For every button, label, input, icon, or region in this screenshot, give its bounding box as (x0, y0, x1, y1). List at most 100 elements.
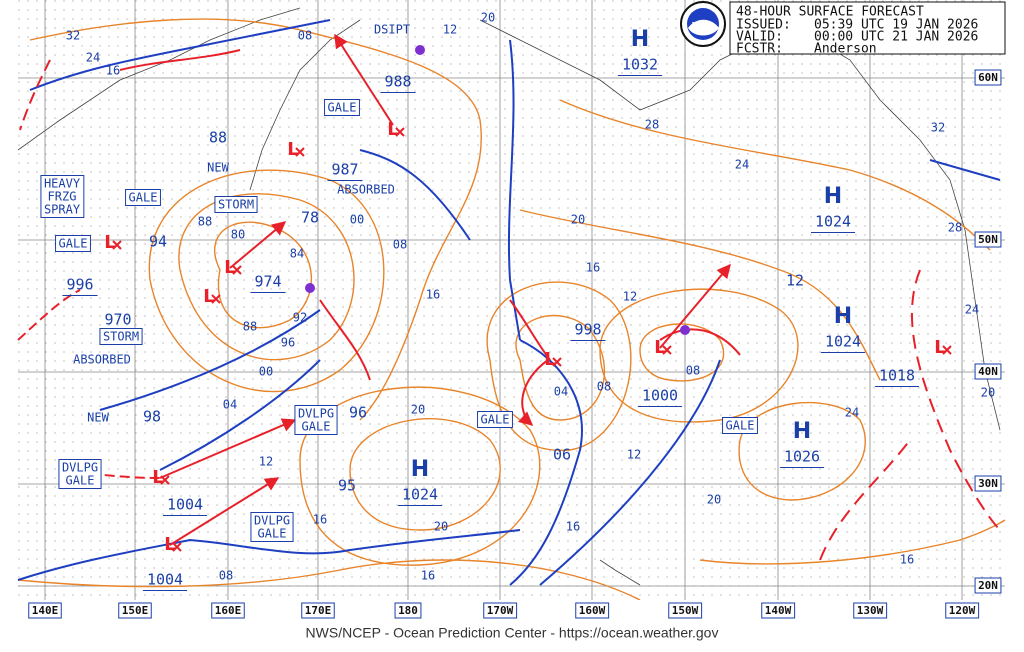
warning-text: GALE (481, 413, 510, 427)
isobar-label: 88 (198, 215, 212, 229)
high-pressure: 1032 (622, 56, 658, 74)
central-value: 95 (338, 477, 356, 495)
occlusion-points (305, 45, 690, 335)
lon-label: 150W (672, 604, 699, 617)
warning-box (40, 175, 85, 218)
isobar-label: 04 (223, 398, 237, 412)
note: NEW (87, 411, 109, 425)
isobar-label: 24 (86, 51, 100, 65)
note: ABSORBED (73, 353, 131, 367)
low-pressure: 1000 (642, 387, 678, 405)
isobar-label: 84 (290, 247, 304, 261)
lat-label-box (974, 577, 1002, 594)
warning-box (250, 512, 294, 542)
warning-box (99, 328, 143, 345)
high-letter: H (411, 457, 429, 482)
isobar-label: 80 (231, 228, 245, 242)
isobar-label: 20 (707, 493, 721, 507)
warning-text: GALE (129, 191, 158, 205)
low-letter: L (544, 349, 555, 370)
low-letter: L (152, 467, 163, 488)
lon-label-box (394, 602, 422, 619)
graticule (18, 0, 1005, 600)
warning-text: SPRAY (44, 203, 81, 217)
isobar-label: 20 (481, 11, 495, 25)
high-pressure: 1024 (815, 213, 851, 231)
warning-text: HEAVY (44, 177, 81, 191)
header-label: ISSUED: (736, 18, 791, 33)
low-pressure: 988 (384, 73, 411, 91)
isobar-label: 16 (106, 64, 120, 78)
lon-label: 130W (857, 604, 884, 617)
high-letter: H (631, 27, 649, 52)
isobar-label: 32 (66, 29, 80, 43)
warning-box (214, 196, 258, 213)
warning-text: GALE (302, 420, 331, 434)
isobar-label: 16 (566, 520, 580, 534)
low-pressure: 1018 (879, 367, 915, 385)
lon-label: 170W (487, 604, 514, 617)
isobar-label: 08 (298, 29, 312, 43)
lon-label-box (668, 602, 703, 619)
warning-box (125, 189, 161, 206)
central-value: 94 (149, 233, 167, 251)
noaa-logo (680, 1, 726, 47)
lon-label: 180 (398, 604, 418, 617)
isobar-label: 16 (421, 569, 435, 583)
track-arrows (159, 33, 731, 546)
low-cross (172, 542, 182, 552)
lon-label-box (575, 602, 610, 619)
isobar-label: 20 (411, 403, 425, 417)
isobar-label: 16 (900, 553, 914, 567)
low-pressure: 1004 (167, 496, 203, 514)
low-pressure: 970 (104, 311, 131, 329)
header-value: Anderson (814, 42, 877, 57)
header-title: 48-HOUR SURFACE FORECAST (736, 5, 924, 20)
isobar-label: 08 (686, 364, 700, 378)
lon-label-box (761, 602, 796, 619)
warning-box (58, 459, 102, 489)
low-cross (211, 294, 221, 304)
header-label: VALID: (736, 30, 783, 45)
isobar-label: 32 (931, 121, 945, 135)
lon-label: 140W (765, 604, 792, 617)
lon-label: 160E (215, 604, 242, 617)
high-pressure: 1024 (825, 333, 861, 351)
low-pressure: 974 (254, 273, 281, 291)
lat-label: 20N (978, 579, 998, 592)
lon-label: 170E (305, 604, 332, 617)
low-pressure: 996 (66, 276, 93, 294)
lon-label-box (483, 602, 518, 619)
isobar-label: 88 (243, 320, 257, 334)
isobar-label: 12 (443, 23, 457, 37)
lon-label: 120W (949, 604, 976, 617)
lon-label-box (211, 602, 245, 619)
low-cross (160, 475, 170, 485)
warning-text: GALE (66, 474, 95, 488)
lon-label-box (28, 602, 62, 619)
central-value: 78 (301, 209, 319, 227)
note: ABSORBED (337, 183, 395, 197)
isobar-label: 12 (623, 290, 637, 304)
isobar-label: 00 (259, 365, 273, 379)
lon-label-box (945, 602, 980, 619)
fronts (17, 19, 1001, 586)
warning-box (294, 405, 338, 435)
isobars (17, 18, 1006, 601)
low-cross (942, 345, 952, 355)
low-pressure: 998 (574, 321, 601, 339)
warning-text: GALE (328, 101, 357, 115)
lon-label-box (853, 602, 888, 619)
isobar-label: 24 (965, 303, 979, 317)
warning-box (55, 235, 91, 252)
warning-text: DVLPG (298, 407, 334, 421)
isobar-label: 20 (434, 520, 448, 534)
header-box (729, 1, 1006, 55)
lon-label-box (118, 602, 152, 619)
isobar-label: 24 (735, 158, 749, 172)
isobar-label: 08 (597, 380, 611, 394)
low-cross (662, 345, 672, 355)
lat-label-box (974, 363, 1002, 380)
lat-label-box (974, 69, 1002, 86)
